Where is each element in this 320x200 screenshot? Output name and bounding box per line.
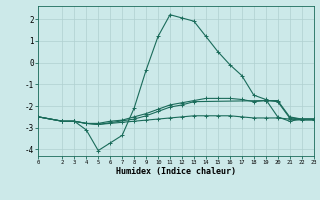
X-axis label: Humidex (Indice chaleur): Humidex (Indice chaleur) [116, 167, 236, 176]
